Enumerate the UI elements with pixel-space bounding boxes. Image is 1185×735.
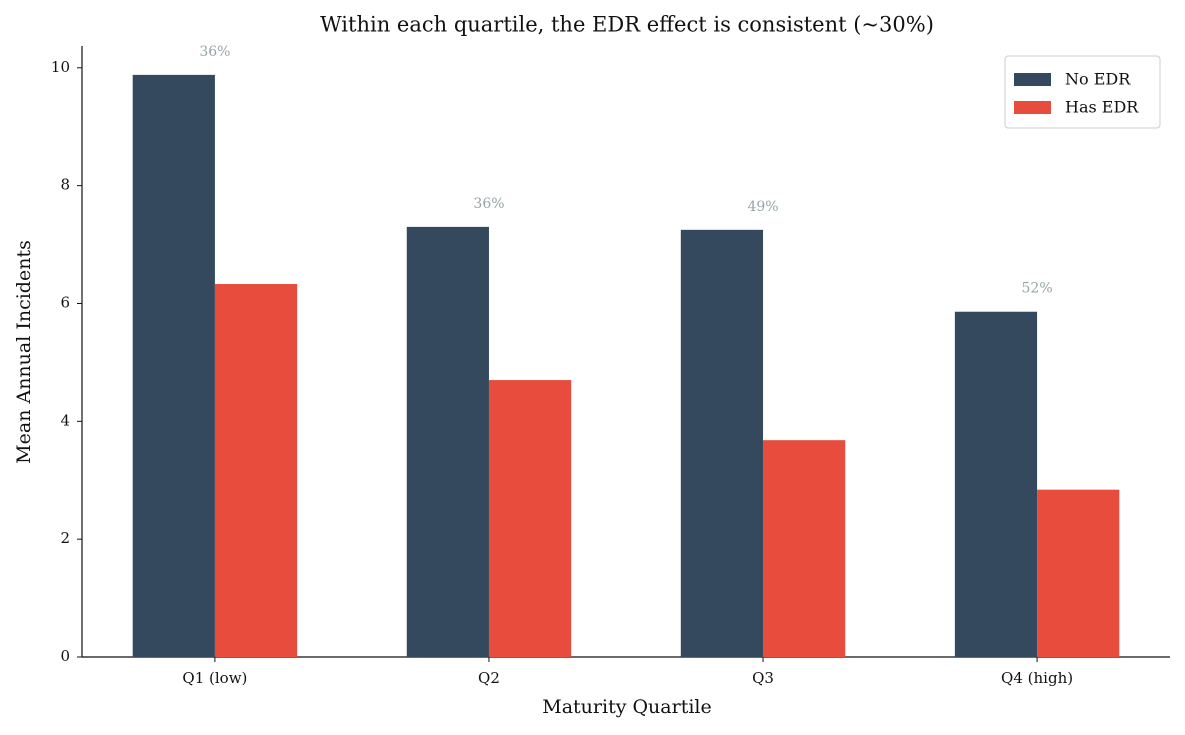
legend-label: Has EDR [1065, 98, 1139, 117]
y-tick-label: 4 [60, 411, 70, 429]
legend-box [1004, 55, 1161, 129]
annotation: 36% [199, 44, 230, 60]
x-tick-label: Q2 [478, 669, 500, 687]
bar [1037, 489, 1120, 657]
y-tick-label: 0 [60, 647, 70, 665]
x-tick-label: Q1 (low) [182, 669, 247, 687]
x-tick-label: Q4 (high) [1001, 669, 1073, 687]
legend-label: No EDR [1065, 70, 1131, 89]
bar [680, 229, 764, 658]
legend-swatch [1014, 101, 1051, 114]
y-tick-label: 8 [60, 176, 70, 194]
annotation: 49% [747, 199, 778, 215]
annotation: 36% [473, 196, 504, 212]
x-axis-label: Maturity Quartile [542, 696, 711, 718]
bar [214, 284, 298, 657]
y-tick-label: 6 [60, 293, 70, 311]
bar [954, 311, 1038, 657]
y-axis-label: Mean Annual Incidents [13, 240, 35, 464]
legend-swatch [1014, 73, 1051, 86]
bar [406, 226, 489, 657]
bar [132, 74, 215, 657]
chart-title: Within each quartile, the EDR effect is … [320, 13, 934, 37]
annotation: 52% [1022, 281, 1053, 297]
y-tick-label: 2 [60, 529, 70, 547]
y-tick-label: 10 [51, 58, 70, 76]
x-tick-label: Q3 [752, 669, 774, 687]
bar [488, 380, 572, 657]
bar [763, 440, 846, 657]
